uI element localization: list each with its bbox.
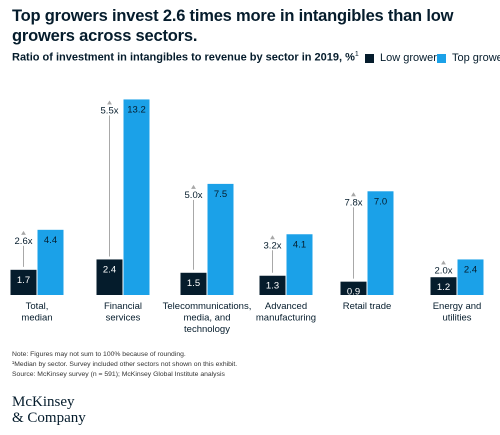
category-label: Advanced (265, 301, 307, 312)
note-source: Source: McKinsey survey (n = 591); McKin… (12, 371, 225, 378)
bar-low-growers (96, 259, 123, 295)
legend-item-low-growers: Low growers (365, 52, 442, 64)
legend: Low growers Top growers (0, 52, 500, 66)
data-label-top: 13.2 (127, 104, 146, 115)
bar-top-growers (457, 259, 484, 295)
multiplier-label: 5.0x (185, 190, 203, 201)
data-label-top: 2.4 (464, 264, 477, 275)
bar-top-growers (37, 229, 64, 295)
mckinsey-logo: McKinsey & Company (12, 394, 86, 426)
legend-swatch-low (365, 53, 374, 63)
data-label-low: 0.9 (347, 287, 360, 298)
bar-top-growers (207, 183, 234, 295)
category-label: Total, (26, 301, 49, 312)
multiplier-label: 3.2x (264, 240, 282, 251)
multiplier-arrowhead (440, 260, 447, 266)
multiplier-label-bg (97, 104, 122, 116)
multiplier-arrowhead (350, 192, 357, 198)
data-label-top: 4.1 (293, 239, 306, 250)
bar-chart: 1.7 4.4 2.6x Total,median 2.4 13.2 5.5x Financi… (10, 99, 484, 335)
data-label-low: 2.4 (103, 264, 116, 275)
category-label: Financial (104, 301, 142, 312)
category-label: services (106, 313, 141, 324)
multiplier-label: 7.8x (345, 197, 363, 208)
bar-low-growers (180, 272, 207, 295)
logo-line-2: & Company (12, 410, 86, 426)
multiplier-label: 5.5x (101, 105, 119, 116)
category-label: media, and (183, 313, 230, 324)
legend-label-top: Top growers (452, 52, 500, 64)
category-label: Telecommunications, (163, 301, 252, 312)
bar-low-growers (430, 277, 457, 295)
category-label: Retail trade (343, 301, 392, 312)
legend-swatch-top (437, 53, 446, 63)
chart-subtitle: Ratio of investment in intangibles to re… (12, 51, 359, 64)
bar-top-growers (123, 99, 150, 295)
notes: Note: Figures may not sum to 100% becaus… (12, 350, 237, 380)
category-label: utilities (442, 313, 471, 324)
multiplier-arrowhead (20, 230, 27, 236)
category-label: technology (184, 324, 230, 335)
data-label-top: 7.0 (374, 196, 387, 207)
multiplier-label: 2.0x (435, 265, 453, 276)
multiplier-arrowhead (269, 235, 276, 241)
data-label-low: 1.7 (17, 275, 30, 286)
data-label-low: 1.3 (266, 281, 279, 292)
legend-item-top-growers: Top growers (437, 52, 500, 64)
subtitle-text: Ratio of investment in intangibles to re… (12, 51, 355, 64)
subtitle-footnote-marker: 1 (354, 51, 359, 58)
category-label: Energy and (433, 301, 482, 312)
multiplier-label-bg (260, 239, 285, 251)
multiplier-label: 2.6x (15, 236, 33, 247)
multiplier-label-bg (11, 234, 36, 246)
data-label-low: 1.5 (187, 278, 200, 289)
multiplier-label-bg (181, 188, 206, 200)
category-label: median (21, 313, 52, 324)
bar-top-growers (367, 191, 394, 295)
logo-line-1: McKinsey (12, 394, 75, 410)
data-label-top: 7.5 (214, 189, 227, 200)
data-label-low: 1.2 (437, 282, 450, 293)
headline: Top growers invest 2.6 times more in int… (12, 7, 454, 45)
bar-low-growers (340, 281, 367, 295)
multiplier-arrowhead (106, 100, 113, 106)
data-label-top: 4.4 (44, 235, 57, 246)
multiplier-label-bg (431, 264, 456, 276)
legend-label-low: Low growers (380, 52, 443, 64)
bar-low-growers (259, 275, 286, 295)
multiplier-label-bg (341, 196, 366, 208)
multiplier-arrowhead (190, 184, 197, 190)
bar-top-growers (286, 234, 313, 295)
note-rounding: Note: Figures may not sum to 100% becaus… (12, 351, 186, 358)
note-median: ¹Median by sector. Survey included other… (12, 361, 238, 368)
bar-low-growers (10, 269, 37, 295)
category-label: manufacturing (256, 313, 316, 324)
